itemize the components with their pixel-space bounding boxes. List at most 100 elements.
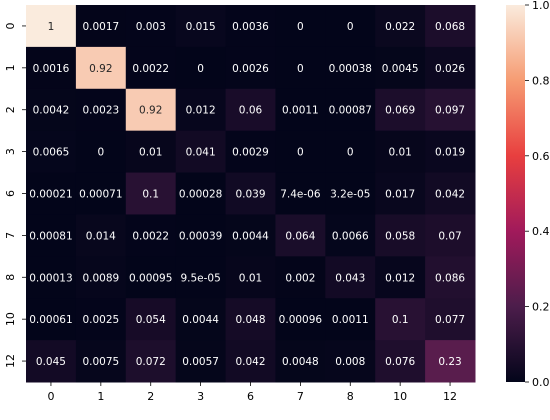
cell-value-label: 0.0065 (33, 147, 70, 159)
heatmap-cell (325, 214, 376, 257)
cell-value-label: 0.00081 (29, 230, 72, 242)
heatmap-cell (325, 130, 376, 174)
heatmap-cell (75, 46, 127, 90)
cell-value-label: 0.014 (86, 230, 116, 242)
heatmap-cell (125, 172, 177, 215)
x-tick-label: 0 (47, 390, 54, 403)
cell-value-label: 0.058 (385, 230, 415, 242)
cell-value-label: 0.00028 (179, 189, 222, 201)
cell-value-label: 0.0022 (132, 230, 169, 242)
heatmap-cell (275, 172, 326, 215)
heatmap-cell (26, 298, 77, 341)
heatmap-cell (75, 130, 127, 174)
heatmap-cell (225, 214, 276, 257)
heatmap-cell (26, 172, 77, 215)
cell-value-label: 0.054 (136, 314, 166, 326)
heatmap-cell (125, 5, 177, 48)
heatmap-cell (375, 130, 426, 174)
heatmap-cell (275, 130, 326, 174)
heatmap-cell (175, 256, 227, 299)
heatmap-cell (225, 46, 276, 90)
y-tick-label: 6 (4, 190, 17, 197)
cell-value-label: 0.0036 (232, 21, 269, 33)
colorbar-tick-label: 1.0 (532, 0, 550, 12)
y-tick-label: 10 (4, 312, 17, 326)
colorbar-tick-label: 0.8 (532, 74, 550, 87)
cell-value-label: 0.0025 (82, 314, 119, 326)
heatmap-cell (275, 340, 326, 383)
y-tick-label: 2 (4, 106, 17, 113)
heatmap-cell (175, 130, 227, 174)
heatmap-cells (26, 5, 476, 383)
y-tick-label: 8 (4, 274, 17, 281)
heatmap-cell (75, 88, 127, 132)
cell-value-label: 0.019 (435, 147, 465, 159)
cell-value-label: 0.00096 (279, 314, 323, 326)
colorbar-tick-label: 0.4 (532, 225, 550, 238)
cell-value-label: 0.015 (186, 21, 216, 33)
heatmap-cell (26, 46, 77, 90)
heatmap-cell (26, 88, 77, 132)
cell-value-label: 0.041 (186, 147, 216, 159)
cell-value-label: 0.00039 (179, 230, 222, 242)
y-tick-label: 7 (4, 232, 17, 239)
heatmap-cell (425, 340, 476, 383)
cell-value-label: 0.00071 (79, 189, 122, 201)
y-tick-label: 3 (4, 148, 17, 155)
cell-value-label: 0.01 (388, 147, 411, 159)
cell-value-label: 0.00021 (29, 189, 72, 201)
cell-value-label: 0.00087 (329, 105, 372, 117)
heatmap-cell (75, 214, 127, 257)
heatmap-cell (375, 88, 426, 132)
heatmap-cell (375, 298, 426, 341)
heatmap-cell (275, 88, 326, 132)
heatmap-cell (175, 172, 227, 215)
cell-value-label: 0 (297, 21, 304, 33)
heatmap-cell (175, 88, 227, 132)
cell-value-label: 0.0075 (82, 356, 119, 368)
heatmap-cell (175, 340, 227, 383)
heatmap-cell (425, 5, 476, 48)
cell-value-label: 0.0011 (282, 105, 319, 117)
cell-value-label: 0.002 (285, 272, 315, 284)
heatmap-cell (375, 46, 426, 90)
cell-value-label: 0.23 (438, 356, 461, 368)
heatmap-cell (175, 298, 227, 341)
x-tick-label: 6 (247, 390, 254, 403)
heatmap-cell (375, 5, 426, 48)
heatmap-cell (175, 46, 227, 90)
cell-value-label: 0.086 (435, 272, 465, 284)
heatmap-cell (125, 46, 177, 90)
cell-value-label: 0.012 (186, 105, 216, 117)
x-tick-label: 1 (97, 390, 104, 403)
cell-value-label: 0.048 (235, 314, 265, 326)
heatmap-cell (275, 5, 326, 48)
y-tick-label: 1 (4, 64, 17, 71)
heatmap-cell (225, 5, 276, 48)
heatmap-cell (325, 256, 376, 299)
heatmap-cell (325, 5, 376, 48)
x-axis: 0 1 2 3 6 7 8 10 12 (47, 382, 457, 403)
heatmap-cell (275, 298, 326, 341)
x-tick-label: 8 (347, 390, 354, 403)
heatmap-cell (225, 88, 276, 132)
heatmap-cell (425, 46, 476, 90)
cell-value-label: 0.0045 (382, 63, 419, 75)
heatmap-cell (75, 340, 127, 383)
cell-value-label: 0.00038 (329, 63, 372, 75)
heatmap-cell (275, 214, 326, 257)
x-tick-label: 2 (147, 390, 154, 403)
cell-value-label: 7.4e-06 (280, 189, 321, 201)
heatmap-cell (75, 298, 127, 341)
cell-value-label: 0.0022 (132, 63, 169, 75)
heatmap-cell (225, 172, 276, 215)
y-tick-label: 0 (4, 22, 17, 29)
heatmap-cell (375, 340, 426, 383)
heatmap-cell (425, 214, 476, 257)
cell-value-label: 0.0017 (82, 21, 119, 33)
cell-value-label: 0.0042 (33, 105, 70, 117)
colorbar-tick-label: 0.0 (532, 376, 550, 389)
cell-value-label: 0.0089 (82, 272, 119, 284)
heatmap-cell (26, 256, 77, 299)
